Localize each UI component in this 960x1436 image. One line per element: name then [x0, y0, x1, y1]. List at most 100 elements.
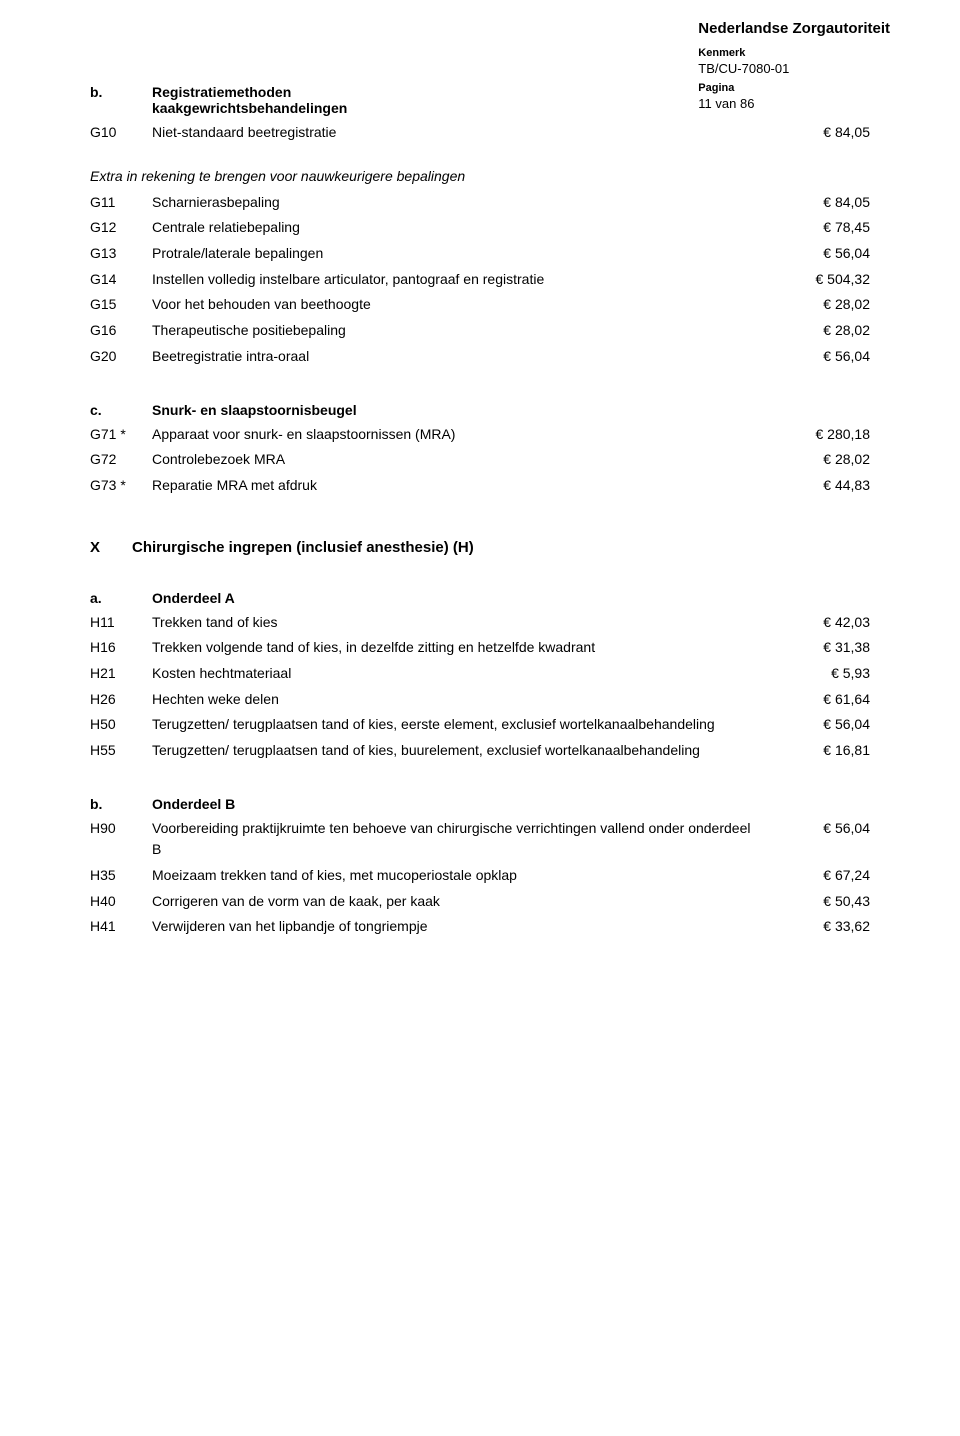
table-row: H50 Terugzetten/ terugplaatsen tand of k…	[90, 714, 870, 736]
row-code: G10	[90, 122, 152, 144]
section-b-title-line2: kaakgewrichtsbehandelingen	[152, 100, 347, 116]
row-code: G11	[90, 192, 152, 214]
row-price: € 44,83	[770, 475, 870, 497]
row-code: H21	[90, 663, 152, 685]
row-code: G14	[90, 269, 152, 291]
row-desc: Controlebezoek MRA	[152, 449, 770, 471]
row-desc: Centrale relatiebepaling	[152, 217, 770, 239]
row-code: G13	[90, 243, 152, 265]
row-desc: Trekken volgende tand of kies, in dezelf…	[152, 637, 770, 659]
row-desc: Protrale/laterale bepalingen	[152, 243, 770, 265]
table-row: G11 Scharnierasbepaling € 84,05	[90, 192, 870, 214]
row-code: G71 *	[90, 424, 152, 446]
section-c-code: c.	[90, 402, 152, 418]
row-price: € 16,81	[770, 740, 870, 762]
row-code: H16	[90, 637, 152, 659]
section-b-code: b.	[90, 84, 152, 116]
row-desc: Voorbereiding praktijkruimte ten behoeve…	[152, 818, 770, 861]
row-price: € 56,04	[770, 818, 870, 840]
row-price: € 67,24	[770, 865, 870, 887]
row-desc: Terugzetten/ terugplaatsen tand of kies,…	[152, 714, 770, 736]
section-c-title: Snurk- en slaapstoornisbeugel	[152, 402, 870, 418]
row-code: H35	[90, 865, 152, 887]
section-x-code: X	[90, 539, 132, 556]
table-row: G16 Therapeutische positiebepaling € 28,…	[90, 320, 870, 342]
table-row: G15 Voor het behouden van beethoogte € 2…	[90, 294, 870, 316]
row-desc: Trekken tand of kies	[152, 612, 770, 634]
section-x-title: Chirurgische ingrepen (inclusief anesthe…	[132, 539, 870, 556]
row-price: € 56,04	[770, 243, 870, 265]
row-code: G73 *	[90, 475, 152, 497]
row-desc: Apparaat voor snurk- en slaapstoornissen…	[152, 424, 770, 446]
row-desc: Hechten weke delen	[152, 689, 770, 711]
row-code: H50	[90, 714, 152, 736]
section-b2-heading: b. Onderdeel B	[90, 796, 870, 812]
row-desc: Corrigeren van de vorm van de kaak, per …	[152, 891, 770, 913]
row-desc: Reparatie MRA met afdruk	[152, 475, 770, 497]
row-price: € 78,45	[770, 217, 870, 239]
table-row: H55 Terugzetten/ terugplaatsen tand of k…	[90, 740, 870, 762]
section-x-heading: X Chirurgische ingrepen (inclusief anest…	[90, 539, 870, 556]
row-price: € 28,02	[770, 294, 870, 316]
pagina-value: 11 van 86	[698, 96, 890, 111]
section-b-title-line1: Registratiemethoden	[152, 84, 291, 100]
table-row: G12 Centrale relatiebepaling € 78,45	[90, 217, 870, 239]
row-code: G16	[90, 320, 152, 342]
kenmerk-label: Kenmerk	[698, 47, 890, 59]
row-price: € 5,93	[770, 663, 870, 685]
row-price: € 61,64	[770, 689, 870, 711]
row-code: H26	[90, 689, 152, 711]
section-b2-code: b.	[90, 796, 152, 812]
row-price: € 31,38	[770, 637, 870, 659]
row-price: € 56,04	[770, 714, 870, 736]
brand-name: Nederlandse Zorgautoriteit	[698, 20, 890, 37]
row-code: H90	[90, 818, 152, 840]
table-row: H16 Trekken volgende tand of kies, in de…	[90, 637, 870, 659]
table-row: H41 Verwijderen van het lipbandje of ton…	[90, 916, 870, 938]
table-row: G20 Beetregistratie intra-oraal € 56,04	[90, 346, 870, 368]
row-code: H41	[90, 916, 152, 938]
row-price: € 84,05	[770, 192, 870, 214]
section-a-code: a.	[90, 590, 152, 606]
table-row: G73 * Reparatie MRA met afdruk € 44,83	[90, 475, 870, 497]
table-row: G14 Instellen volledig instelbare articu…	[90, 269, 870, 291]
row-code: G12	[90, 217, 152, 239]
kenmerk-value: TB/CU-7080-01	[698, 61, 890, 76]
table-row: H21 Kosten hechtmateriaal € 5,93	[90, 663, 870, 685]
table-row: G10 Niet-standaard beetregistratie € 84,…	[90, 122, 870, 144]
row-desc: Beetregistratie intra-oraal	[152, 346, 770, 368]
row-code: G20	[90, 346, 152, 368]
row-price: € 56,04	[770, 346, 870, 368]
row-desc: Moeizaam trekken tand of kies, met mucop…	[152, 865, 770, 887]
section-c-heading: c. Snurk- en slaapstoornisbeugel	[90, 402, 870, 418]
row-desc: Scharnierasbepaling	[152, 192, 770, 214]
row-desc: Therapeutische positiebepaling	[152, 320, 770, 342]
table-row: G71 * Apparaat voor snurk- en slaapstoor…	[90, 424, 870, 446]
row-price: € 504,32	[770, 269, 870, 291]
section-a-title: Onderdeel A	[152, 590, 870, 606]
section-b2-title: Onderdeel B	[152, 796, 870, 812]
table-row: H90 Voorbereiding praktijkruimte ten beh…	[90, 818, 870, 861]
row-price: € 280,18	[770, 424, 870, 446]
pagina-label: Pagina	[698, 82, 890, 94]
row-price: € 28,02	[770, 449, 870, 471]
row-price: € 28,02	[770, 320, 870, 342]
extra-subheading: Extra in rekening te brengen voor nauwke…	[90, 168, 870, 184]
table-row: G72 Controlebezoek MRA € 28,02	[90, 449, 870, 471]
document-page: Nederlandse Zorgautoriteit Kenmerk TB/CU…	[0, 0, 960, 1436]
table-row: H26 Hechten weke delen € 61,64	[90, 689, 870, 711]
document-header-block: Nederlandse Zorgautoriteit Kenmerk TB/CU…	[698, 20, 890, 111]
table-row: H40 Corrigeren van de vorm van de kaak, …	[90, 891, 870, 913]
table-row: H11 Trekken tand of kies € 42,03	[90, 612, 870, 634]
row-desc: Instellen volledig instelbare articulato…	[152, 269, 770, 291]
row-price: € 84,05	[770, 122, 870, 144]
row-code: G72	[90, 449, 152, 471]
row-price: € 42,03	[770, 612, 870, 634]
row-code: H40	[90, 891, 152, 913]
table-row: H35 Moeizaam trekken tand of kies, met m…	[90, 865, 870, 887]
section-a-heading: a. Onderdeel A	[90, 590, 870, 606]
row-code: H55	[90, 740, 152, 762]
row-desc: Verwijderen van het lipbandje of tongrie…	[152, 916, 770, 938]
row-price: € 50,43	[770, 891, 870, 913]
row-desc: Niet-standaard beetregistratie	[152, 122, 770, 144]
